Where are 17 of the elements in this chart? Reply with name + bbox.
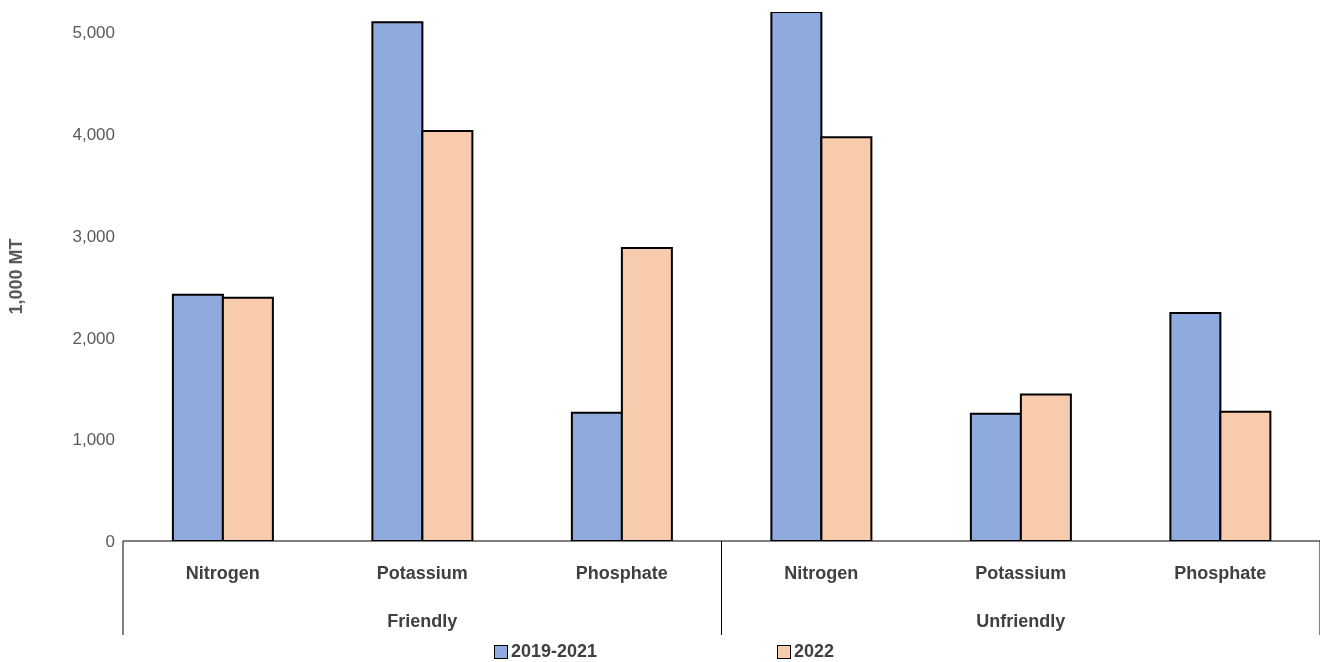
y-tick-label: 2,000: [72, 328, 115, 348]
legend-label: 2022: [793, 641, 835, 662]
y-tick-label: 3,000: [72, 226, 115, 246]
x-tick-label: Nitrogen: [784, 563, 859, 583]
y-tick-label: 0: [105, 532, 115, 552]
text: Unfriendly: [976, 611, 1066, 631]
y-tick-label: 4,000: [72, 125, 115, 145]
y-axis-title: 1,000 MT: [6, 238, 27, 315]
x-tick-label: Nitrogen: [185, 563, 260, 583]
x-tick-label: Phosphate: [575, 563, 668, 583]
text: Friendly: [387, 611, 458, 631]
y-tick-label: 1,000: [72, 430, 115, 450]
legend-label: 2019-2021: [509, 641, 598, 662]
y-tick-label: 5,000: [72, 23, 115, 43]
x-tick-label: Potassium: [376, 563, 468, 583]
x-tick-label: Phosphate: [1174, 563, 1267, 583]
x-tick-label: Potassium: [975, 563, 1067, 583]
